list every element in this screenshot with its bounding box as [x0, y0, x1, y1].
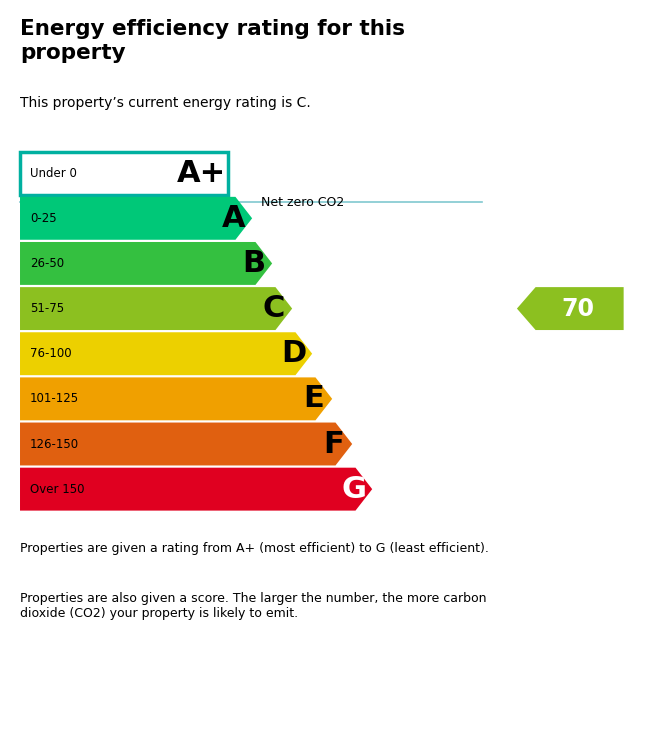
- Text: This property’s current energy rating is C.: This property’s current energy rating is…: [20, 96, 311, 110]
- Text: Under 0: Under 0: [30, 166, 77, 180]
- Text: 70: 70: [562, 297, 595, 320]
- Polygon shape: [20, 468, 372, 511]
- Text: Net zero CO2: Net zero CO2: [261, 195, 345, 209]
- Polygon shape: [517, 287, 624, 330]
- Polygon shape: [20, 197, 252, 240]
- Text: 101-125: 101-125: [30, 392, 79, 406]
- Text: E: E: [303, 384, 324, 414]
- Text: G: G: [341, 474, 366, 504]
- Polygon shape: [20, 242, 272, 285]
- Text: A+: A+: [177, 158, 226, 188]
- Text: B: B: [242, 249, 265, 278]
- Polygon shape: [20, 332, 312, 375]
- Text: A: A: [221, 204, 245, 233]
- Polygon shape: [20, 377, 332, 420]
- Text: C: C: [262, 294, 285, 323]
- Text: 126-150: 126-150: [30, 437, 79, 451]
- Polygon shape: [20, 287, 292, 330]
- Text: 26-50: 26-50: [30, 257, 64, 270]
- Text: D: D: [281, 339, 306, 369]
- Text: Energy efficiency rating for this
property: Energy efficiency rating for this proper…: [20, 18, 405, 64]
- Text: 51-75: 51-75: [30, 302, 64, 315]
- Text: 76-100: 76-100: [30, 347, 71, 360]
- Text: Properties are given a rating from A+ (most efficient) to G (least efficient).: Properties are given a rating from A+ (m…: [20, 542, 489, 555]
- Text: 0-25: 0-25: [30, 212, 57, 225]
- Polygon shape: [20, 423, 352, 465]
- FancyBboxPatch shape: [20, 152, 228, 195]
- Text: Over 150: Over 150: [30, 482, 85, 496]
- Text: F: F: [323, 429, 344, 459]
- Text: Properties are also given a score. The larger the number, the more carbon
dioxid: Properties are also given a score. The l…: [20, 592, 486, 620]
